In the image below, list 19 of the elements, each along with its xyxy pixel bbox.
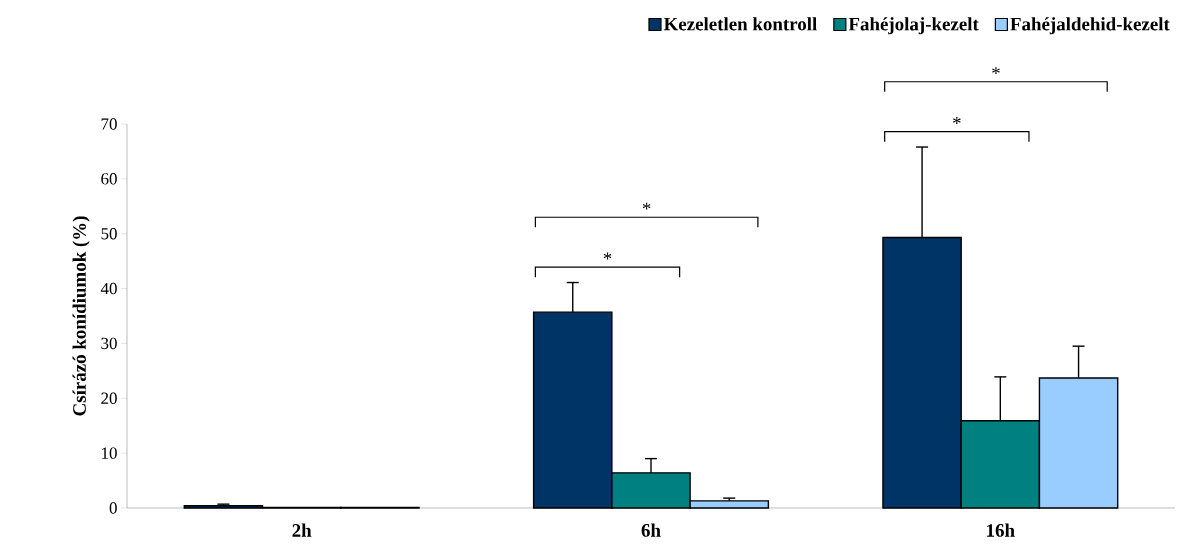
y-axis-title: Csírázó konídiumok (%) (72, 216, 90, 416)
y-tick-label: 30 (101, 337, 117, 350)
x-tick-label: 6h (641, 523, 661, 537)
annotation: * (603, 252, 612, 260)
y-tick-label: 60 (101, 173, 117, 185)
legend-label: Kezeletlen kontroll (663, 17, 817, 31)
y-tick-label: 10 (102, 447, 117, 459)
y-tick-label: 20 (101, 392, 117, 404)
y-tick-label: 50 (101, 227, 117, 240)
annotation: * (953, 117, 961, 125)
y-tick-label: 0 (109, 502, 117, 514)
y-tick-label: 70 (101, 118, 117, 130)
y-tick-label: 40 (100, 282, 117, 295)
annotation: * (642, 202, 651, 210)
legend-label: Fahéjolaj-kezelt (848, 17, 979, 35)
legend-label: Fahéjaldehid-kezelt (1010, 17, 1170, 35)
x-tick-label: 16h (987, 523, 1015, 537)
text: * (992, 67, 1000, 75)
x-tick-label: 2h (292, 523, 312, 537)
